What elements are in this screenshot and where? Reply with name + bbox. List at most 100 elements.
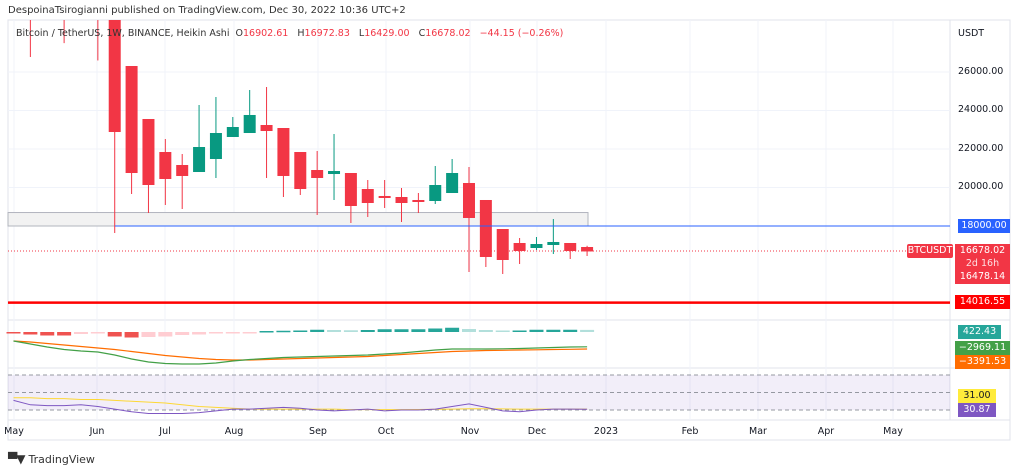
macd-histogram-bar [529, 329, 544, 332]
close-value: 16678.02 [425, 28, 471, 39]
macd-histogram-bar [461, 329, 476, 332]
symbol-name[interactable]: Bitcoin / TetherUS, 1W, BINANCE, Heikin … [16, 28, 230, 39]
macd-histogram-bar [310, 329, 325, 332]
macd-histogram-bar [394, 329, 409, 332]
macd-histogram-bar [512, 330, 527, 332]
macd-histogram-bar [377, 329, 392, 332]
candle-body [108, 20, 121, 133]
macd-histogram-bar [495, 330, 510, 332]
macd-histogram-bar [208, 332, 223, 334]
high-label: H [297, 28, 305, 39]
macd-histogram-label: 422.43 [958, 325, 1001, 339]
candle-body [479, 199, 492, 257]
macd-histogram-bar [428, 328, 443, 332]
candle-body [226, 127, 239, 137]
candle-body [547, 241, 560, 245]
rsi-ma-label: 31.00 [958, 389, 996, 403]
last-price: 16678.02 [959, 245, 1006, 256]
macd-histogram-bar [6, 332, 21, 334]
candle-body [446, 173, 459, 194]
macd-line-label: −2969.11 [955, 341, 1010, 355]
candle-body [142, 118, 155, 185]
tradingview-logo-icon: ▀▼ [8, 452, 25, 466]
candle-body [513, 242, 526, 252]
candle-body [243, 114, 256, 134]
time-tick: Aug [224, 426, 244, 437]
macd-histogram-bar [175, 332, 190, 335]
logo-text: TradingView [28, 452, 95, 466]
candle-body [378, 195, 391, 198]
high-value: 16972.83 [304, 28, 350, 39]
price-tick: 22000.00 [958, 143, 1004, 154]
symbol-tag: BTCUSDT [907, 244, 953, 258]
time-tick: Apr [817, 426, 835, 437]
open-value: 16902.61 [243, 28, 289, 39]
candle-body [429, 184, 442, 201]
macd-histogram-bar [225, 332, 240, 334]
tradingview-logo[interactable]: ▀▼ TradingView [8, 452, 95, 466]
time-tick: Mar [749, 426, 767, 437]
macd-signal-line [13, 340, 588, 361]
macd-histogram-bar [40, 332, 55, 336]
macd-histogram-bar [124, 332, 139, 338]
candle-body [277, 128, 290, 176]
candle-body [125, 66, 138, 174]
prev-price: 16478.14 [959, 271, 1006, 282]
macd-histogram-bar [563, 329, 578, 332]
macd-line [13, 340, 588, 365]
time-tick: Oct [377, 426, 395, 437]
candle-body [361, 189, 374, 203]
candle-body [412, 199, 425, 202]
candle-body [564, 242, 577, 252]
time-tick: May [4, 426, 24, 437]
macd-histogram-bar [445, 327, 460, 332]
level-18000-label[interactable]: 18000.00 [958, 219, 1010, 233]
time-tick: 2023 [593, 426, 619, 437]
symbol-legend: Bitcoin / TetherUS, 1W, BINANCE, Heikin … [16, 28, 566, 39]
level-14016-label[interactable]: 14016.55 [955, 295, 1010, 309]
macd-histogram-bar [259, 331, 274, 333]
candle-body [176, 164, 189, 176]
candle-body [193, 147, 206, 173]
time-tick: Jul [159, 426, 171, 437]
macd-histogram-bar [343, 330, 358, 332]
candle-body [294, 152, 307, 190]
macd-histogram-bar [478, 330, 493, 332]
chart-frame [7, 19, 1011, 441]
close-label: C [418, 28, 426, 39]
macd-histogram-bar [73, 332, 88, 334]
macd-histogram-bar [57, 332, 72, 336]
time-tick: Jun [89, 426, 105, 437]
macd-histogram-bar [242, 332, 257, 334]
last-price-box: 16678.02 2d 16h 16478.14 [955, 244, 1010, 284]
price-tick: 26000.00 [958, 66, 1004, 77]
macd-histogram-bar [276, 330, 291, 333]
macd-histogram-bar [158, 332, 173, 337]
price-tick: 20000.00 [958, 181, 1004, 192]
publisher-line: DespoinaTsirogianni published on Trading… [8, 5, 406, 16]
time-tick: Feb [681, 426, 699, 437]
macd-histogram-bar [107, 332, 122, 337]
candle-body [260, 124, 273, 132]
macd-histogram-bar [293, 330, 308, 332]
low-label: L [358, 28, 365, 39]
support-zone [7, 212, 589, 227]
macd-pane [6, 327, 595, 365]
low-value: 16429.00 [364, 28, 410, 39]
bar-countdown: 2d 16h [965, 258, 1000, 269]
time-tick: May [883, 426, 903, 437]
rsi-line [13, 399, 588, 414]
candle-body [530, 243, 543, 249]
candle-body [581, 247, 594, 252]
macd-histogram-bar [546, 329, 561, 332]
macd-signal-label: −3391.53 [955, 355, 1010, 369]
macd-histogram-bar [90, 332, 105, 334]
macd-histogram-bar [327, 330, 342, 332]
macd-histogram-bar [580, 329, 595, 332]
rsi-pane [8, 374, 950, 414]
support-zone-rect [7, 212, 589, 227]
macd-histogram-bar [23, 332, 38, 335]
horizontal-levels[interactable] [8, 225, 950, 304]
candle-body [311, 170, 324, 178]
